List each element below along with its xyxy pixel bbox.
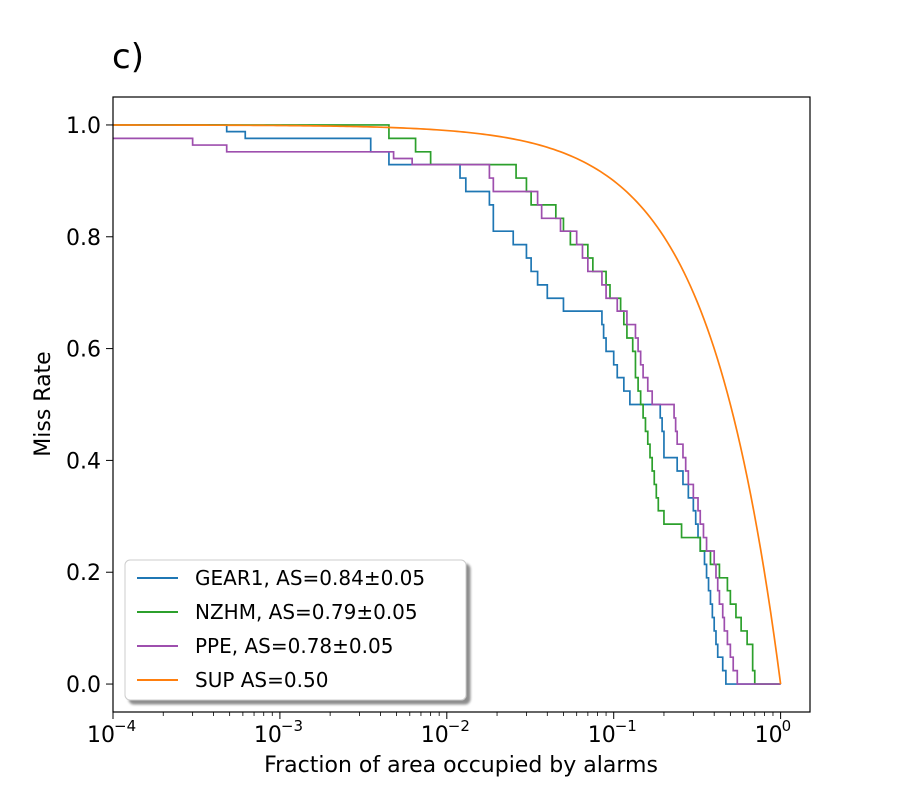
y-tick-label: 0.2 <box>66 561 101 586</box>
legend-label: NZHM, AS=0.79±0.05 <box>195 600 418 624</box>
y-tick-label: 0.8 <box>66 226 101 251</box>
x-tick-exponent: 0 <box>782 717 792 735</box>
legend-label: GEAR1, AS=0.84±0.05 <box>195 566 425 590</box>
x-tick-label: 10 <box>755 723 783 748</box>
y-axis: 0.0 0.2 0.4 0.6 0.8 1.0 <box>66 114 113 698</box>
legend: GEAR1, AS=0.84±0.05 NZHM, AS=0.79±0.05 PPE… <box>124 559 467 701</box>
x-axis: 10 −4 10 −3 10 −2 10 −1 10 0 <box>87 712 791 748</box>
plot-frame <box>112 96 811 713</box>
series-line-3 <box>113 124 782 685</box>
x-tick-exponent: −2 <box>448 717 470 735</box>
x-tick-exponent: −1 <box>615 717 637 735</box>
series-layer <box>113 124 782 685</box>
x-tick-exponent: −3 <box>281 717 303 735</box>
x-tick-label: 10 <box>421 723 449 748</box>
x-tick-label: 10 <box>254 723 282 748</box>
series-line-0 <box>113 124 781 685</box>
legend-label: PPE, AS=0.78±0.05 <box>195 634 393 658</box>
y-tick-label: 1.0 <box>66 114 101 139</box>
x-tick-label: 10 <box>588 723 616 748</box>
legend-label: SUP AS=0.50 <box>195 668 328 692</box>
y-axis-label: Miss Rate <box>31 351 56 456</box>
y-tick-label: 0.4 <box>66 449 101 474</box>
series-line-2 <box>113 137 781 685</box>
x-axis-label: Fraction of area occupied by alarms <box>264 753 658 778</box>
x-tick-exponent: −4 <box>114 717 136 735</box>
series-line-1 <box>113 124 781 685</box>
x-tick-label: 10 <box>87 723 115 748</box>
y-tick-label: 0.0 <box>66 673 101 698</box>
legend-box <box>124 559 467 701</box>
y-tick-label: 0.6 <box>66 338 101 363</box>
panel-label: c) <box>112 37 144 77</box>
